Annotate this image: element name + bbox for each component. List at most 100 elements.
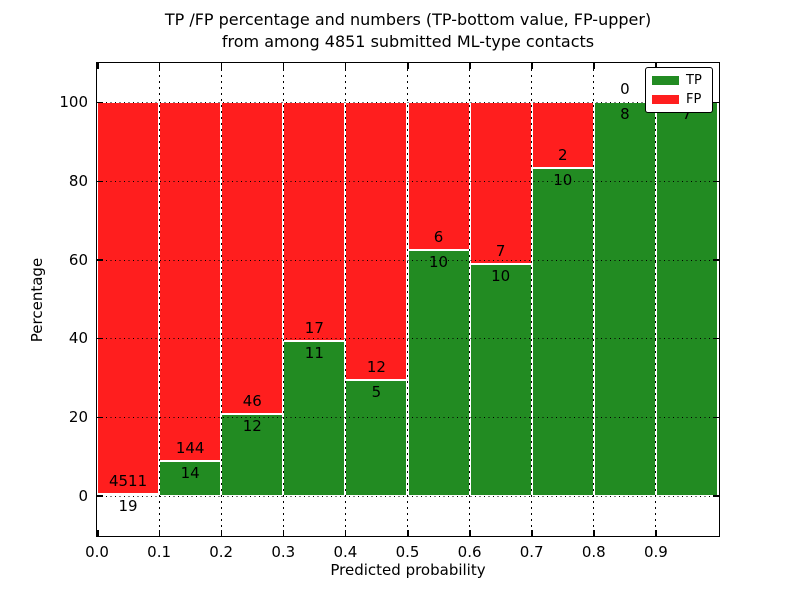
tp-count-label: 11 [304, 344, 324, 363]
x-tick-mark-top [158, 63, 161, 69]
legend-label: FP [686, 91, 702, 107]
tp-bar-segment [159, 460, 222, 496]
tp-bar-segment [469, 264, 532, 496]
tp-bar-segment [221, 414, 284, 496]
fp-bar-segment [97, 102, 160, 494]
tp-bar-segment [407, 249, 470, 496]
x-tick-label: 0.6 [457, 543, 482, 561]
tp-bar-segment [97, 494, 160, 497]
legend-item: FP [652, 91, 706, 107]
x-tick-label: 0.5 [395, 543, 420, 561]
x-tick-label: 0.2 [209, 543, 234, 561]
y-tick-mark [97, 416, 103, 418]
vertical-gridline [655, 63, 657, 536]
vertical-gridline [469, 63, 471, 536]
horizontal-gridline [97, 259, 719, 261]
x-tick-label: 0.8 [581, 543, 606, 561]
y-tick-label: 20 [68, 408, 88, 426]
tp-count-label: 19 [118, 497, 138, 516]
x-tick-mark [220, 530, 223, 536]
chart-title-line2: from among 4851 submitted ML-type contac… [221, 32, 595, 51]
horizontal-gridline [97, 338, 719, 340]
legend: TP FP [645, 67, 713, 113]
x-tick-mark-top [97, 63, 99, 69]
x-tick-mark [655, 530, 657, 536]
y-tick-mark-right [713, 416, 719, 418]
tp-count-label: 10 [491, 267, 511, 286]
horizontal-gridline [97, 102, 719, 104]
fp-count-label: 17 [304, 319, 324, 338]
tp-count-label: 10 [429, 252, 449, 271]
y-axis-label: Percentage [28, 257, 46, 343]
x-tick-label: 0.3 [271, 543, 296, 561]
x-tick-label: 0.0 [85, 543, 109, 561]
x-tick-mark [593, 530, 595, 536]
x-tick-mark [282, 530, 285, 536]
y-tick-mark-right [713, 259, 719, 261]
horizontal-gridline [97, 181, 719, 182]
legend-label: TP [686, 72, 702, 88]
fp-bar-segment [283, 102, 346, 342]
fp-count-label: 46 [242, 392, 262, 411]
vertical-gridline [344, 63, 346, 536]
x-tick-label: 0.1 [147, 543, 172, 561]
vertical-gridline [220, 63, 222, 536]
x-tick-mark [407, 530, 409, 536]
tp-bar-segment [345, 379, 408, 496]
x-tick-mark-top [655, 63, 657, 69]
y-tick-label: 100 [59, 93, 88, 112]
x-tick-mark-top [593, 63, 595, 69]
y-tick-label: 80 [68, 172, 88, 190]
vertical-gridline [531, 63, 533, 536]
fp-count-label: 0 [620, 80, 630, 99]
x-tick-mark-top [407, 63, 409, 69]
fp-count-label: 6 [433, 227, 444, 246]
tp-count-label: 14 [180, 463, 200, 482]
vertical-gridline [282, 63, 284, 536]
tp-count-label: 7 [682, 105, 692, 124]
x-tick-label: 0.9 [643, 543, 668, 561]
x-axis-label: Predicted probability [330, 561, 486, 579]
tp-bar-segment [593, 102, 656, 496]
tp-bar-segment [283, 341, 346, 496]
y-tick-mark [97, 337, 103, 340]
fp-count-label: 7 [495, 242, 506, 261]
x-tick-mark-top [469, 63, 471, 69]
fp-count-label: 2 [557, 145, 568, 164]
fp-count-label: 4511 [108, 472, 148, 491]
x-tick-mark-top [344, 63, 347, 69]
x-tick-mark [531, 530, 533, 536]
x-tick-mark [97, 530, 99, 536]
y-tick-mark [97, 101, 103, 104]
vertical-gridline [407, 63, 408, 536]
legend-item: TP [652, 72, 706, 88]
tp-count-label: 12 [242, 417, 262, 436]
y-tick-label: 0 [78, 486, 88, 505]
x-tick-mark-top [282, 63, 285, 69]
vertical-gridline [593, 63, 595, 536]
x-tick-mark-top [220, 63, 223, 69]
tp-count-label: 8 [620, 105, 630, 124]
x-tick-mark [469, 530, 471, 536]
x-tick-mark-top [531, 63, 533, 69]
fp-bar-segment [469, 102, 532, 265]
x-tick-label: 0.4 [333, 543, 358, 561]
fp-bar-segment [159, 102, 222, 461]
horizontal-gridline [97, 495, 719, 497]
fp-bar-segment [407, 102, 470, 250]
y-tick-mark [97, 180, 103, 182]
y-tick-mark [97, 495, 103, 497]
y-tick-mark-right [713, 101, 719, 104]
chart-title-line1: TP /FP percentage and numbers (TP-bottom… [164, 10, 652, 29]
fp-legend-swatch [652, 95, 679, 104]
x-tick-mark [344, 530, 347, 536]
vertical-gridline [158, 63, 160, 536]
fp-count-label: 144 [175, 438, 205, 457]
tp-bar-segment [531, 167, 594, 496]
y-tick-label: 60 [68, 250, 88, 269]
x-tick-label: 0.7 [519, 543, 544, 561]
fp-bar-segment [221, 102, 284, 415]
y-tick-label: 40 [68, 329, 88, 348]
fp-count-label: 12 [366, 357, 386, 376]
